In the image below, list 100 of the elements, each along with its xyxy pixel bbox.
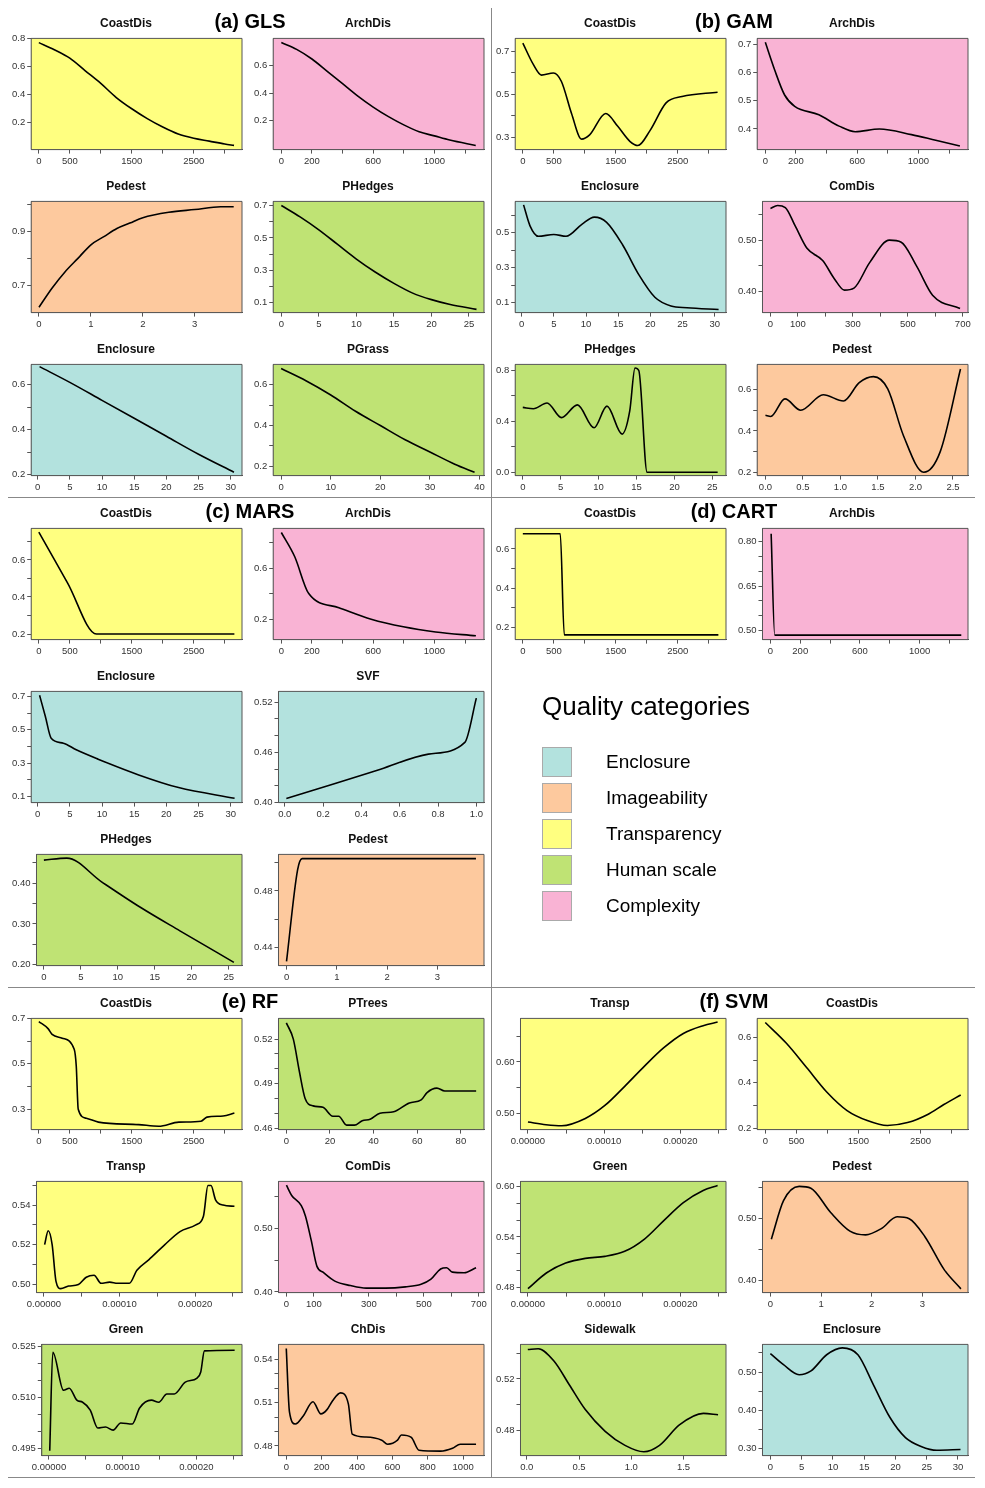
x-tick-label: 1	[88, 317, 94, 329]
x-tick-label: 1	[818, 1297, 824, 1309]
y-tick-label: 0.6	[11, 378, 26, 390]
y-tick-label: 0.9	[11, 224, 26, 236]
x-tick-label: 2500	[183, 644, 205, 656]
chart-title: PHedges	[584, 341, 636, 356]
y-tick-label: 0.54	[11, 1198, 31, 1210]
x-tick-label: 0	[520, 644, 526, 656]
category-label: Human scale	[606, 859, 717, 881]
y-tick-label: 0.6	[253, 378, 268, 390]
x-tick-label: 0.00010	[102, 1297, 137, 1309]
y-tick-label: 0.6	[11, 60, 26, 72]
y-tick-label: 0.6	[495, 542, 510, 554]
y-tick-label: 0.52	[253, 1032, 273, 1044]
x-tick-label: 0.4	[354, 807, 369, 819]
text: (b) GAM	[694, 10, 774, 33]
y-tick-label: 0.3	[495, 261, 510, 273]
x-tick-label: 1000	[452, 1460, 474, 1472]
y-tick-label: 0.6	[737, 65, 752, 77]
y-tick-label: 0.40	[737, 1403, 757, 1415]
x-tick-label: 0.00010	[586, 1134, 622, 1146]
x-tick-label: 0	[36, 644, 42, 656]
y-tick-label: 0.30	[11, 917, 31, 929]
y-tick-label: 0.6	[253, 59, 268, 71]
x-tick-label: 800	[419, 1460, 436, 1472]
x-tick-label: 0	[283, 1297, 290, 1309]
x-tick-label: 30	[709, 317, 721, 329]
x-tick-label: 100	[306, 1297, 322, 1309]
y-tick-label: 0.54	[253, 1353, 273, 1365]
y-tick-label: 0.8	[11, 32, 26, 44]
x-tick-label: 25	[193, 480, 204, 492]
y-tick-label: 0.6	[11, 553, 26, 565]
y-tick-label: 0.60	[495, 1055, 515, 1067]
y-tick-label: 0.495	[11, 1441, 36, 1453]
y-tick-label: 0.3	[495, 130, 510, 142]
x-tick-label: 10	[325, 480, 337, 492]
x-tick-label: 1.0	[469, 807, 483, 819]
x-tick-label: 5	[798, 1460, 805, 1472]
chart-title: ChDis	[350, 1321, 386, 1336]
y-tick-label: 0.48	[495, 1281, 515, 1293]
x-tick-label: 30	[424, 480, 436, 492]
x-tick-label: 500	[61, 644, 78, 656]
text: (d) CART	[689, 500, 779, 523]
x-tick-label: 0.00020	[663, 1297, 698, 1309]
x-tick-label: 2500	[183, 154, 205, 166]
x-tick-label: 2.0	[908, 480, 923, 492]
y-tick-label: 0.3	[11, 1102, 26, 1114]
chart-title: Enclosure	[822, 1321, 882, 1336]
x-tick-label: 700	[954, 317, 971, 329]
y-tick-label: 0.7	[11, 279, 26, 291]
chart-title: ArchDis	[828, 505, 876, 520]
y-tick-label: 0.46	[253, 746, 273, 758]
y-tick-label: 0.5	[11, 1057, 26, 1069]
x-tick-label: 0.0	[520, 1460, 534, 1472]
y-tick-label: 0.4	[737, 424, 752, 436]
y-tick-label: 0.7	[11, 690, 26, 702]
y-tick-label: 0.49	[253, 1077, 273, 1089]
x-tick-label: 1	[334, 970, 340, 982]
x-tick-label: 0	[520, 154, 526, 166]
x-tick-label: 5	[551, 317, 557, 329]
x-tick-label: 5	[67, 480, 73, 492]
chart-title: Pedest	[832, 1158, 872, 1173]
x-tick-label: 0	[36, 1134, 42, 1146]
y-tick-label: 0.51	[253, 1396, 273, 1408]
x-tick-label: 600	[365, 644, 382, 656]
y-tick-label: 0.2	[253, 612, 268, 624]
x-tick-label: 10	[593, 480, 604, 492]
x-tick-label: 0	[278, 317, 284, 329]
chart-title: Transp	[590, 995, 630, 1010]
y-tick-label: 0.4	[11, 88, 26, 100]
y-tick-label: 0.8	[495, 364, 510, 376]
x-tick-label: 0	[34, 807, 41, 819]
x-tick-label: 300	[844, 317, 861, 329]
x-tick-label: 100	[790, 317, 806, 329]
x-tick-label: 0.5	[572, 1460, 586, 1472]
x-tick-label: 25	[193, 807, 204, 819]
x-tick-label: 2500	[667, 154, 689, 166]
y-tick-label: 0.4	[737, 122, 752, 134]
y-tick-label: 0.5	[253, 231, 268, 243]
x-tick-label: 200	[313, 1460, 330, 1472]
x-tick-label: 0.8	[431, 807, 445, 819]
x-tick-label: 1500	[605, 154, 627, 166]
x-tick-label: 500	[61, 154, 78, 166]
x-tick-label: 1000	[423, 154, 445, 166]
x-tick-label: 0	[278, 480, 284, 492]
y-tick-label: 0.30	[737, 1442, 757, 1454]
x-tick-label: 0.00020	[663, 1134, 698, 1146]
chart-title: CoastDis	[825, 995, 879, 1010]
x-tick-label: 600	[849, 154, 866, 166]
x-tick-label: 1500	[121, 154, 143, 166]
y-tick-label: 0.52	[253, 695, 273, 707]
y-tick-label: 0.2	[737, 1121, 752, 1133]
text: Quality categories	[542, 691, 752, 722]
x-tick-label: 20	[645, 317, 656, 329]
x-tick-label: 0.5	[796, 480, 810, 492]
y-tick-label: 0.44	[253, 940, 273, 952]
x-tick-label: 0.00000	[31, 1460, 67, 1472]
chart-title: CoastDis	[583, 15, 637, 30]
y-tick-label: 0.48	[253, 1439, 273, 1451]
x-tick-label: 20	[890, 1460, 901, 1472]
